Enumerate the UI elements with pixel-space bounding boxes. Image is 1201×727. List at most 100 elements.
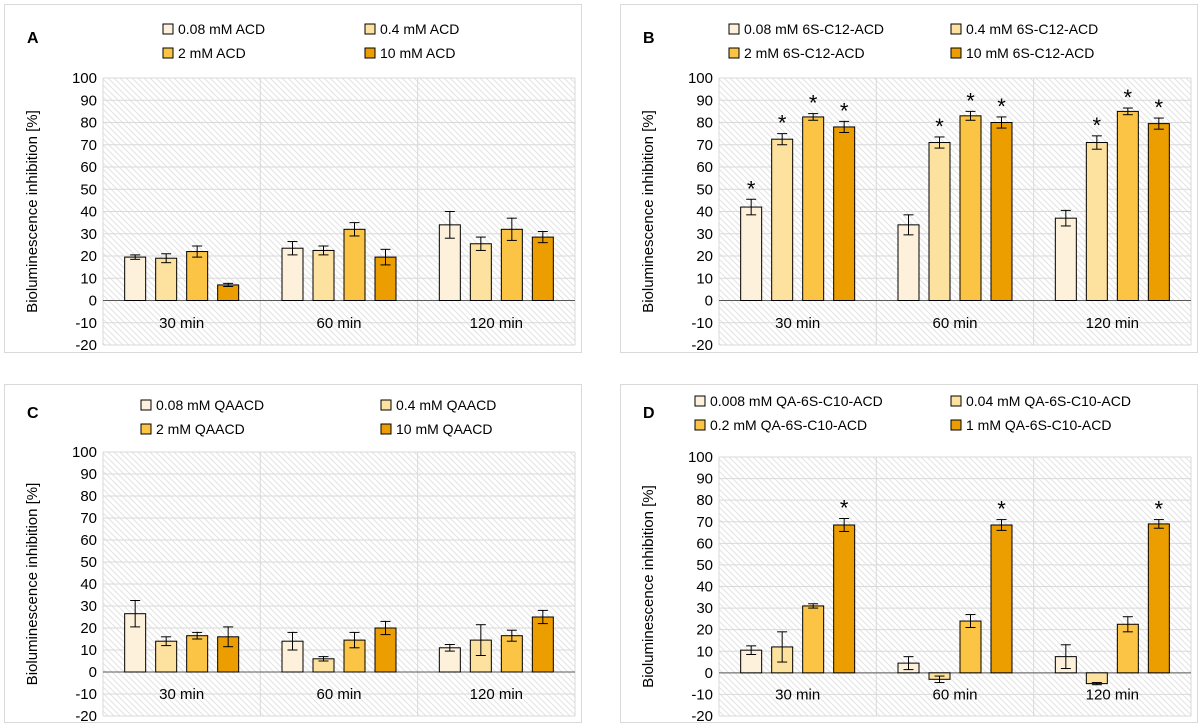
- legend-swatch-d: [950, 419, 962, 431]
- legend-label-c: 2 mM QAACD: [156, 421, 245, 437]
- legend-label-c: 0.4 mM QAACD: [396, 397, 496, 413]
- category-label-a: 120 min: [470, 315, 523, 332]
- panel-label-d: D: [643, 405, 655, 422]
- y-tick-label-a: 20: [80, 248, 97, 265]
- bar-b: [1116, 110, 1139, 301]
- bar-a: [281, 247, 304, 301]
- chart-svg-a: 1009080706050403020100-10-20Bioluminesce…: [24, 21, 576, 352]
- bar-b: [1054, 217, 1077, 301]
- y-tick-label-b: -10: [691, 315, 713, 332]
- category-label-b: 120 min: [1086, 315, 1139, 332]
- bar-b: [771, 138, 794, 301]
- legend-label-b: 10 mM 6S-C12-ACD: [966, 45, 1094, 61]
- y-tick-label-a: 100: [72, 70, 97, 87]
- y-tick-label-a: 40: [80, 204, 97, 221]
- y-tick-label-b: 30: [696, 226, 713, 243]
- y-tick-label-c: 100: [72, 444, 97, 461]
- y-tick-label-a: 70: [80, 137, 97, 154]
- y-tick-label-a: -20: [75, 337, 97, 352]
- bar-a: [124, 256, 147, 302]
- bar-d: [959, 620, 982, 674]
- y-tick-label-a: 30: [80, 226, 97, 243]
- significance-marker-b: *: [997, 94, 1006, 119]
- legend-label-b: 0.4 mM 6S-C12-ACD: [966, 21, 1098, 37]
- legend-swatch-c: [140, 423, 152, 435]
- bar-d: [802, 605, 825, 674]
- y-tick-label-d: 60: [696, 535, 713, 552]
- y-tick-label-d: 20: [696, 622, 713, 639]
- y-tick-label-c: 20: [80, 620, 97, 637]
- y-tick-label-c: 0: [89, 664, 97, 681]
- y-tick-label-d: 0: [705, 665, 713, 682]
- category-label-b: 60 min: [932, 315, 977, 332]
- category-label-d: 30 min: [775, 686, 820, 703]
- y-tick-label-a: 10: [80, 270, 97, 287]
- legend-swatch-d: [950, 395, 962, 407]
- y-tick-label-c: 10: [80, 642, 97, 659]
- y-tick-label-a: 50: [80, 181, 97, 198]
- y-tick-label-c: -10: [75, 686, 97, 703]
- bar-b: [959, 115, 982, 301]
- bar-a: [531, 236, 554, 301]
- y-tick-label-b: 40: [696, 204, 713, 221]
- category-label-b: 30 min: [775, 315, 820, 332]
- legend-label-a: 10 mM ACD: [380, 45, 455, 61]
- y-tick-label-d: 40: [696, 579, 713, 596]
- bar-a: [186, 251, 209, 302]
- bar-b: [833, 126, 856, 301]
- legend-swatch-c: [140, 399, 152, 411]
- category-label-a: 30 min: [159, 315, 204, 332]
- y-tick-label-b: 60: [696, 159, 713, 176]
- bar-b: [990, 122, 1013, 301]
- y-tick-label-d: 10: [696, 643, 713, 660]
- legend-label-d: 0.04 mM QA-6S-C10-ACD: [966, 393, 1131, 409]
- significance-marker-d: *: [1155, 497, 1164, 522]
- category-label-c: 60 min: [316, 686, 361, 703]
- chart-svg-c: 1009080706050403020100-10-20Bioluminesce…: [24, 397, 576, 722]
- bar-b: [1147, 123, 1170, 301]
- y-tick-label-b: 80: [696, 115, 713, 132]
- y-tick-label-c: 80: [80, 488, 97, 505]
- y-tick-label-b: -20: [691, 337, 713, 352]
- bar-a: [155, 257, 178, 302]
- y-tick-label-b: 20: [696, 248, 713, 265]
- y-tick-label-b: 10: [696, 270, 713, 287]
- y-tick-label-d: 100: [688, 449, 713, 466]
- bar-d: [1147, 523, 1170, 674]
- y-tick-label-c: 90: [80, 466, 97, 483]
- legend-label-b: 0.08 mM 6S-C12-ACD: [744, 21, 884, 37]
- legend-swatch-c: [380, 423, 392, 435]
- category-label-d: 60 min: [932, 686, 977, 703]
- y-axis-label-b: Bioluminescence inhibition [%]: [640, 110, 657, 313]
- legend-swatch-a: [364, 47, 376, 59]
- legend-label-c: 10 mM QAACD: [396, 421, 492, 437]
- bar-a: [217, 284, 240, 301]
- legend-label-a: 0.4 mM ACD: [380, 21, 459, 37]
- category-label-c: 120 min: [470, 686, 523, 703]
- bar-d: [833, 524, 856, 674]
- legend-label-a: 0.08 mM ACD: [178, 21, 265, 37]
- bar-c: [186, 635, 209, 673]
- legend-swatch-d: [694, 419, 706, 431]
- legend-swatch-b: [950, 47, 962, 59]
- y-tick-label-d: 70: [696, 514, 713, 531]
- significance-marker-d: *: [997, 497, 1006, 522]
- category-label-d: 120 min: [1086, 686, 1139, 703]
- y-tick-label-a: 80: [80, 115, 97, 132]
- legend-swatch-a: [364, 23, 376, 35]
- bar-d: [990, 524, 1013, 674]
- y-tick-label-b: 90: [696, 92, 713, 109]
- y-tick-label-a: 90: [80, 92, 97, 109]
- bar-a: [469, 243, 492, 301]
- y-tick-label-b: 0: [705, 293, 713, 310]
- bar-b: [802, 116, 825, 301]
- significance-marker-b: *: [778, 111, 787, 136]
- y-tick-label-b: 70: [696, 137, 713, 154]
- y-tick-label-a: 0: [89, 293, 97, 310]
- significance-marker-b: *: [747, 176, 756, 201]
- y-tick-label-d: 80: [696, 492, 713, 509]
- chart-panel-b: 100 90 80 70 60 50 40 30 20 10 0 -10 -20 Bioluminesce…: [620, 4, 1198, 353]
- y-tick-label-d: 90: [696, 471, 713, 488]
- bar-b: [740, 206, 763, 301]
- legend-label-d: 0.008 mM QA-6S-C10-ACD: [710, 393, 883, 409]
